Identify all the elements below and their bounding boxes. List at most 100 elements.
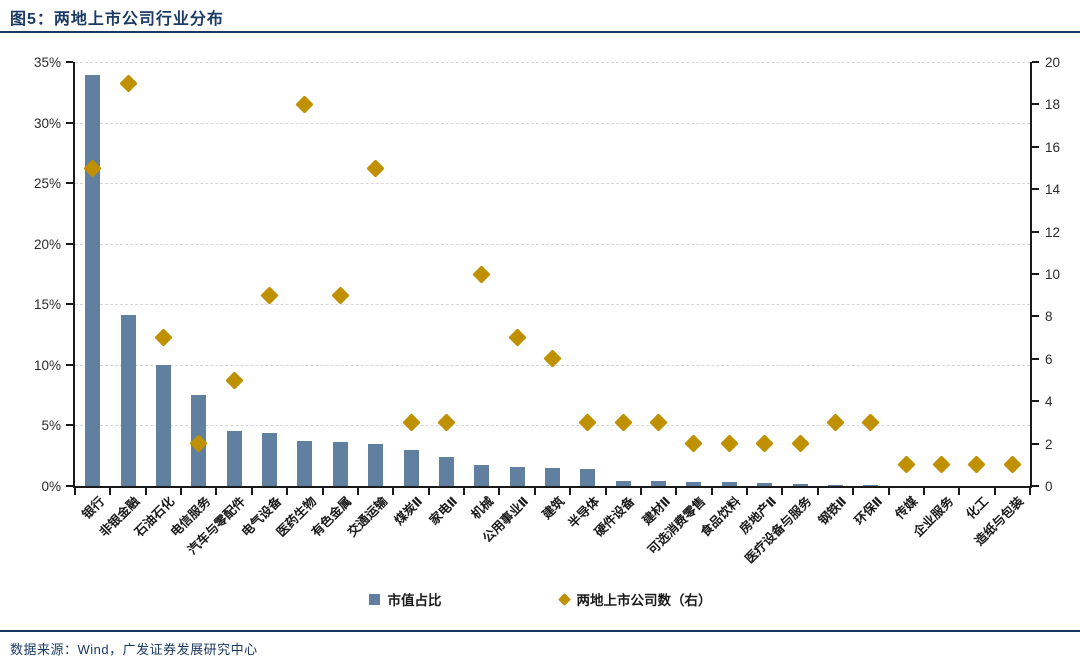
company-count-marker xyxy=(260,285,279,305)
x-axis-tick xyxy=(887,488,890,495)
x-axis-category-label: 化工 xyxy=(963,494,992,522)
gridline xyxy=(75,304,1030,306)
x-axis-category-label: 医疗设备与服务 xyxy=(742,494,815,567)
x-axis-tick xyxy=(746,488,749,495)
bar-series-label: 市值占比 xyxy=(387,593,442,608)
right-axis-tick xyxy=(1032,61,1039,63)
market-cap-bar xyxy=(757,482,773,486)
left-axis-tick-label: 25% xyxy=(33,176,61,192)
legend-item-market-cap: 市值占比 xyxy=(368,589,442,609)
company-count-marker xyxy=(684,434,704,453)
left-axis-tick-label: 30% xyxy=(33,115,61,131)
x-axis-tick xyxy=(852,488,855,495)
x-axis-tick xyxy=(569,488,572,495)
x-axis-category-label: 钢铁Ⅱ xyxy=(816,494,850,528)
left-axis-tick xyxy=(66,485,73,487)
right-axis-tick-label: 12 xyxy=(1045,224,1061,240)
market-cap-bar xyxy=(721,482,737,486)
x-axis-tick xyxy=(675,488,678,495)
legend-item-company-count: 两地上市公司数（右） xyxy=(557,589,712,609)
x-axis-tick xyxy=(356,488,359,495)
company-count-marker xyxy=(224,370,244,390)
right-axis-tick xyxy=(1032,230,1039,233)
x-axis-tick xyxy=(286,488,289,495)
company-count-marker xyxy=(507,328,527,347)
market-cap-bar xyxy=(85,75,101,486)
market-cap-bar xyxy=(120,315,136,486)
market-cap-bar xyxy=(438,456,454,486)
market-cap-bar xyxy=(368,443,384,486)
company-count-marker xyxy=(118,73,138,93)
market-cap-bar xyxy=(297,441,313,486)
market-cap-bar xyxy=(403,449,419,486)
right-axis-tick xyxy=(1032,103,1039,106)
right-axis-tick xyxy=(1032,145,1039,148)
company-count-marker xyxy=(897,455,916,474)
market-cap-bar xyxy=(863,485,879,486)
market-cap-bar xyxy=(580,469,596,486)
right-axis-tick-label: 4 xyxy=(1045,394,1053,410)
right-axis-tick xyxy=(1032,400,1039,403)
left-axis-line xyxy=(73,62,75,488)
x-axis-tick xyxy=(144,488,147,495)
x-axis-category-label: 环保Ⅱ xyxy=(851,494,886,528)
x-axis-tick xyxy=(639,488,642,495)
market-cap-bar xyxy=(226,431,242,486)
x-axis-category-label: 银行 xyxy=(79,494,107,522)
x-axis-tick xyxy=(74,488,76,495)
market-cap-bar xyxy=(332,442,348,486)
x-axis-tick xyxy=(215,488,218,495)
footer-divider-line xyxy=(0,630,1080,632)
company-count-marker xyxy=(861,413,881,432)
right-axis-tick-label: 20 xyxy=(1045,55,1061,70)
right-axis-tick xyxy=(1032,357,1039,360)
x-axis-category-label: 传媒 xyxy=(892,494,921,522)
left-axis-tick-label: 15% xyxy=(33,297,61,313)
x-axis-category-label: 建材Ⅱ xyxy=(639,494,673,528)
market-cap-bar xyxy=(474,465,490,486)
right-axis-tick-label: 0 xyxy=(1045,479,1053,494)
x-axis-line xyxy=(73,486,1032,488)
left-axis-tick xyxy=(66,363,73,366)
market-cap-bar xyxy=(262,432,278,486)
right-axis-tick-label: 14 xyxy=(1045,182,1061,198)
market-cap-bar xyxy=(155,364,171,486)
scatter-series-swatch-icon xyxy=(557,592,571,606)
market-cap-bar xyxy=(827,484,843,486)
x-axis-tick xyxy=(816,488,819,495)
x-axis-tick xyxy=(109,488,112,495)
left-axis-tick xyxy=(66,303,73,306)
x-axis-tick xyxy=(321,488,324,495)
right-axis-tick-label: 10 xyxy=(1045,267,1061,282)
gridline xyxy=(75,243,1030,245)
x-axis-tick xyxy=(427,488,430,495)
x-axis-tick xyxy=(1029,488,1031,495)
right-axis-tick-label: 8 xyxy=(1045,309,1053,325)
figure-title: 图5：两地上市公司行业分布 xyxy=(10,11,224,28)
plot-area: 0% 5% 10% 15% 20% 25% 30% 35% 0 2 4 6 8 10 12 14 16 18 20 银… xyxy=(34,56,1060,566)
title-divider-line xyxy=(0,31,1080,33)
x-axis-tick xyxy=(993,488,996,495)
x-axis-tick xyxy=(392,488,395,495)
company-count-marker xyxy=(401,413,421,432)
x-axis-tick xyxy=(180,488,183,495)
right-axis-tick-label: 16 xyxy=(1045,139,1061,155)
company-count-marker xyxy=(331,285,350,305)
company-count-marker xyxy=(578,413,598,432)
x-axis-category-label: 建筑 xyxy=(539,494,567,522)
left-axis-tick-label: 5% xyxy=(41,418,61,434)
x-axis-tick xyxy=(922,488,925,495)
company-count-marker xyxy=(755,434,774,453)
company-count-marker xyxy=(826,413,845,432)
right-axis-tick-label: 6 xyxy=(1045,351,1053,367)
company-count-marker xyxy=(614,413,633,432)
left-axis-tick xyxy=(66,121,73,124)
company-count-marker xyxy=(720,434,739,453)
right-axis-tick xyxy=(1032,315,1039,318)
left-axis-tick xyxy=(66,182,73,185)
gridline xyxy=(75,62,1030,63)
gridline xyxy=(75,122,1030,124)
left-axis-tick xyxy=(66,61,73,63)
market-cap-bar xyxy=(686,481,702,486)
